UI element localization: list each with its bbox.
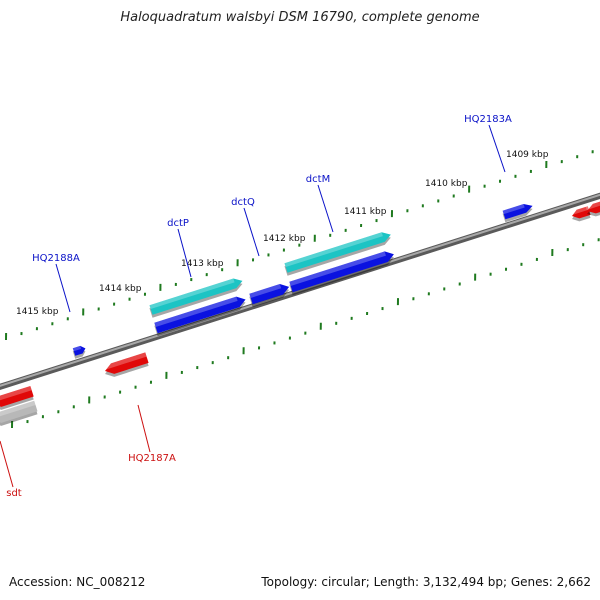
gene-label-HQ2183A: HQ2183A (464, 114, 512, 125)
genome-backbone (0, 192, 600, 390)
gene-label-dctP: dctP (167, 218, 189, 229)
gene-dctM-cds-body (284, 232, 391, 273)
gene-HQ2188A (72, 345, 86, 359)
gene-dctP-blue-body (154, 296, 246, 334)
gene-dctM-blue (289, 251, 394, 296)
gene-dctQ-highlight (249, 284, 282, 298)
accession-text: Accession: NC_008212 (9, 575, 146, 589)
gene-label-HQ2188A: HQ2188A (32, 253, 80, 264)
gene-HQ2187A-body (105, 352, 149, 374)
gene-label-HQ2187A: HQ2187A (128, 453, 176, 464)
gene-HQ2188A-highlight (72, 345, 82, 352)
outer-scale-ticks (5, 150, 594, 341)
gene-pseudo-grey (0, 400, 38, 426)
gene-dctP-blue-highlight (154, 296, 238, 327)
gene-HQ2187A (103, 352, 149, 377)
gene-features (0, 201, 600, 426)
gene-dctM-blue-highlight (289, 251, 386, 286)
gene-dctQ-body (249, 284, 290, 305)
gene-right-red-2-highlight (585, 201, 600, 211)
gene-labels: HQ2183A dctM dctQ dctP HQ2188A HQ2187A s… (6, 114, 512, 499)
gene-dctQ (249, 284, 290, 308)
genome-summary-text: Topology: circular; Length: 3,132,494 bp… (261, 575, 591, 589)
gene-right-red-1-body (572, 206, 591, 219)
gene-label-dctQ: dctQ (231, 197, 255, 208)
gene-dctP-cds (149, 278, 243, 318)
gene-dctM-cds (284, 232, 391, 276)
gene-HQ2183A-body (502, 204, 533, 220)
gene-pseudo-grey-highlight (0, 400, 36, 417)
gene-label-sdt: sdt (6, 488, 22, 499)
gene-HQ2183A-highlight (502, 204, 525, 215)
gene-dctP-cds-body (149, 278, 243, 315)
gene-label-dctM: dctM (306, 174, 330, 185)
scale-label: 1415 kbp (16, 307, 59, 317)
scale-label: 1412 kbp (263, 234, 306, 244)
scale-label: 1410 kbp (425, 179, 468, 189)
gene-callout-lines (0, 124, 506, 488)
gene-right-red-1 (570, 206, 591, 222)
gene-HQ2187A-highlight (103, 352, 147, 370)
gene-dctM-cds-highlight (284, 232, 383, 268)
scale-label: 1414 kbp (99, 284, 142, 294)
gene-HQ2188A-body (72, 345, 86, 356)
gene-right-red-2-body (587, 201, 600, 214)
gene-HQ2183A (502, 204, 533, 223)
inner-scale-ticks (11, 238, 600, 429)
scale-labels: 1409 kbp 1410 kbp 1411 kbp 1412 kbp 1413… (16, 150, 549, 317)
gene-dctM-blue-body (289, 251, 394, 293)
scale-label: 1409 kbp (506, 150, 549, 160)
gene-pseudo-grey-body (0, 400, 38, 423)
map-title: Haloquadratum walsbyi DSM 16790, complet… (120, 10, 480, 25)
gene-sdt-body (0, 386, 34, 407)
gene-right-red-2 (585, 201, 600, 217)
scale-label: 1411 kbp (344, 207, 387, 217)
gene-sdt (0, 386, 34, 410)
gene-dctP-cds-highlight (149, 278, 235, 310)
gene-right-red-1-highlight (570, 206, 589, 216)
scale-label: 1413 kbp (181, 259, 224, 269)
gene-dctP-blue (154, 296, 246, 337)
gene-sdt-highlight (0, 386, 32, 401)
